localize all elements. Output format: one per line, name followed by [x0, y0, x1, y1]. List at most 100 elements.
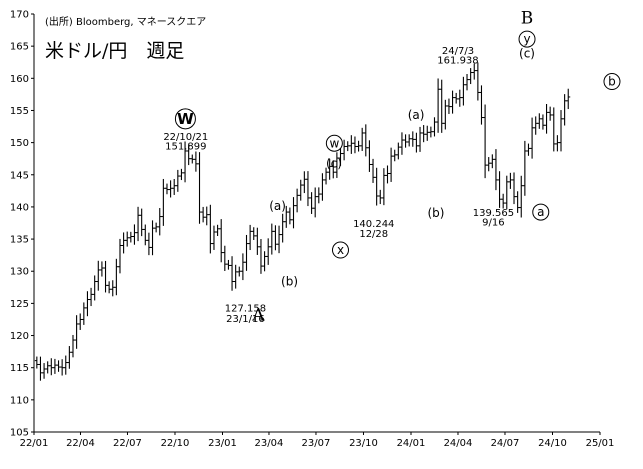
annotation-text: 151.899: [165, 142, 206, 153]
y-tick-label: 130: [10, 267, 29, 278]
price-bar: [374, 167, 379, 206]
price-bar: [316, 187, 321, 204]
price-bar: [443, 99, 448, 130]
price-bar: [548, 106, 553, 121]
price-bar: [540, 114, 545, 130]
x-tick-label: 22/04: [66, 438, 95, 449]
price-bar: [204, 206, 209, 226]
price-bar: [450, 90, 455, 114]
price-bar: [468, 68, 473, 85]
price-bar: [38, 356, 43, 381]
price-bar: [211, 225, 216, 250]
price-bar: [110, 280, 115, 297]
price-bar: [551, 107, 556, 152]
x-tick-label: 24/10: [538, 438, 567, 449]
price-bar: [230, 256, 235, 291]
price-bar: [425, 125, 430, 141]
y-tick-label: 135: [10, 235, 29, 246]
price-bar: [349, 135, 354, 154]
annotation-text: 22/10/21: [163, 132, 208, 143]
x-tick-label: 22/10: [161, 438, 190, 449]
price-bar: [157, 208, 162, 236]
price-bar: [475, 62, 480, 101]
price-bar: [479, 85, 484, 125]
x-tick-label: 24/07: [491, 438, 520, 449]
x-tick-label: 24/04: [444, 438, 473, 449]
price-bar: [85, 291, 90, 317]
wave-label-circle: [532, 203, 550, 221]
price-bar: [490, 154, 495, 169]
price-bar: [356, 140, 361, 152]
price-bar: [392, 149, 397, 162]
price-bar: [378, 189, 383, 205]
annotation-text: 12/28: [359, 229, 388, 240]
price-bar: [60, 359, 65, 376]
chart-title: 米ドル/円 週足: [45, 40, 184, 62]
price-bar: [454, 92, 459, 104]
price-bar: [103, 260, 108, 293]
x-tick-label: 22/07: [113, 438, 142, 449]
price-bar: [78, 313, 83, 330]
wave-label-circle: [174, 108, 196, 130]
price-bar: [273, 225, 278, 251]
x-axis-ticks: 22/01 22/04 22/07 22/10 23/01 23/04 23/07 23/10…: [20, 432, 614, 449]
price-bar: [320, 173, 325, 201]
annotation-text: 9/16: [482, 218, 504, 229]
price-bar: [504, 175, 509, 210]
price-bar: [219, 219, 224, 263]
price-bar: [414, 132, 419, 153]
price-bar: [56, 360, 61, 372]
price-bar: [164, 183, 169, 195]
price-bar: [63, 355, 68, 375]
wave-label-circled: x: [331, 241, 349, 259]
price-bar: [461, 76, 466, 106]
annotation-text: 140.244: [353, 219, 394, 230]
price-bar: [530, 117, 535, 159]
price-bar: [501, 193, 506, 209]
price-bar: [42, 363, 47, 379]
price-bar: [190, 154, 195, 164]
wave-label-large: A: [251, 306, 265, 326]
price-bar: [439, 79, 444, 133]
y-tick-label: 140: [10, 202, 29, 213]
price-bar: [168, 180, 173, 198]
price-bar: [287, 207, 292, 225]
price-bar: [385, 165, 390, 184]
x-tick-label: 24/01: [397, 438, 426, 449]
price-bar: [418, 126, 423, 152]
wave-label-small: (c): [519, 47, 535, 61]
x-tick-label: 23/07: [302, 438, 331, 449]
annotation-text: 23/1/16: [226, 314, 265, 325]
price-bar: [537, 113, 542, 129]
wave-label-small: (b): [281, 274, 298, 288]
price-bar: [555, 135, 560, 152]
price-bar: [222, 245, 227, 271]
y-tick-label: 125: [10, 299, 29, 310]
price-bar: [298, 179, 303, 201]
price-bar: [136, 206, 141, 242]
price-bar: [266, 238, 271, 265]
wave-label-small: (a): [269, 199, 286, 213]
price-bar: [544, 104, 549, 134]
wave-label-small: (c): [326, 157, 342, 171]
y-tick-label: 150: [10, 138, 29, 149]
wave-label-circled: w: [325, 134, 343, 152]
price-bar: [67, 346, 72, 369]
price-bar: [107, 281, 112, 294]
price-bar: [179, 168, 184, 181]
price-bar: [533, 116, 538, 135]
price-bar: [262, 251, 267, 272]
y-tick-label: 145: [10, 170, 29, 181]
price-bar: [345, 141, 350, 152]
wave-label-circled: y: [518, 30, 536, 48]
price-bar: [512, 172, 517, 205]
price-bar: [305, 171, 310, 207]
price-bar: [255, 227, 260, 255]
price-bar: [251, 227, 256, 241]
wave-label-circled: a: [532, 203, 550, 221]
price-bar: [295, 188, 300, 213]
source-label: (出所) Bloomberg, マネースクエア: [45, 15, 206, 28]
price-bar: [399, 132, 404, 155]
